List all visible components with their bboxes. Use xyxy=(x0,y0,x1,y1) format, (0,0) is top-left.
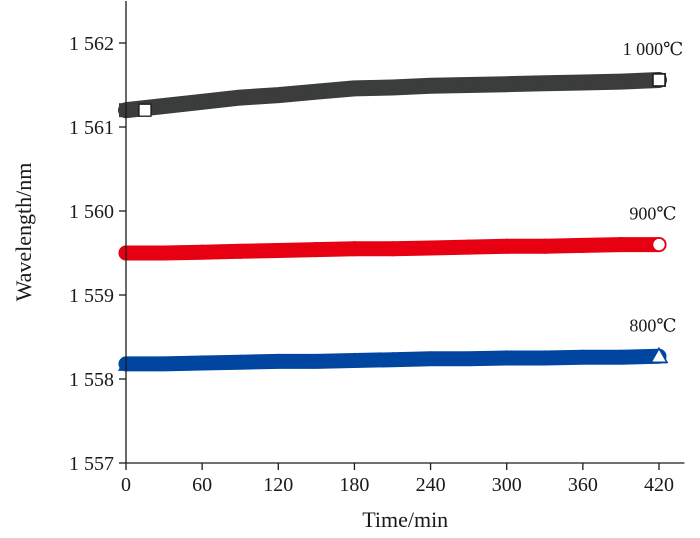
data-point xyxy=(575,75,590,90)
data-point xyxy=(499,238,515,254)
data-point xyxy=(347,81,362,96)
data-point xyxy=(423,240,439,256)
x-tick-label: 360 xyxy=(568,474,598,496)
series-1 xyxy=(118,237,667,261)
data-point xyxy=(232,243,248,259)
data-point xyxy=(270,353,287,369)
data-point xyxy=(233,90,248,105)
data-point xyxy=(346,241,362,257)
data-point xyxy=(385,80,400,95)
plot-marks xyxy=(118,72,667,372)
data-point xyxy=(575,237,591,253)
start-marker-square xyxy=(138,103,152,117)
end-marker-circle xyxy=(651,237,667,252)
data-point xyxy=(194,355,211,371)
x-axis-title: Time/min xyxy=(362,507,448,532)
x-tick-label: 180 xyxy=(339,474,369,496)
y-axis-title: Wavelength/nm xyxy=(11,163,36,302)
y-tick-label: 1 560 xyxy=(69,201,114,223)
data-point xyxy=(309,84,324,99)
series-label-1: 900℃ xyxy=(629,204,676,224)
data-point xyxy=(271,88,286,103)
series-2 xyxy=(118,348,667,372)
data-point xyxy=(156,245,172,261)
data-point xyxy=(232,354,249,370)
data-point xyxy=(461,78,476,92)
y-tick-label: 1 559 xyxy=(69,285,114,307)
data-point xyxy=(270,242,286,258)
x-tick-label: 300 xyxy=(492,474,522,496)
axes xyxy=(125,1,685,464)
data-point xyxy=(423,78,438,93)
x-tick-label: 60 xyxy=(192,474,212,496)
end-marker-triangle xyxy=(649,346,669,364)
y-tick-label: 1 557 xyxy=(69,453,114,475)
data-point xyxy=(385,241,400,257)
series-label-2: 800℃ xyxy=(629,315,676,335)
series-0 xyxy=(118,72,667,119)
x-tick-label: 0 xyxy=(121,474,131,496)
data-point xyxy=(156,355,173,371)
data-point xyxy=(498,350,515,365)
data-point xyxy=(612,349,629,365)
data-point xyxy=(499,77,514,92)
data-point xyxy=(346,352,363,368)
series-label-0: 1 000℃ xyxy=(623,39,684,59)
y-tick-label: 1 558 xyxy=(69,369,114,391)
data-point xyxy=(194,244,210,260)
y-tick-label: 1 561 xyxy=(69,117,114,139)
ticks xyxy=(119,42,660,470)
data-point xyxy=(537,76,552,91)
data-point xyxy=(460,350,477,366)
data-point xyxy=(422,350,439,366)
data-point xyxy=(613,237,629,253)
x-tick-label: 420 xyxy=(644,474,674,496)
data-point xyxy=(308,242,324,258)
data-point xyxy=(574,349,591,365)
end-marker-square xyxy=(652,73,666,87)
tick-labels: 0 60 120 180 240 300 360 420 1 557 1 558 1 559 1 56… xyxy=(69,33,674,496)
data-point xyxy=(308,353,325,369)
x-tick-label: 240 xyxy=(416,474,446,496)
data-point xyxy=(157,99,172,113)
end-markers xyxy=(138,73,669,364)
data-point xyxy=(384,351,401,367)
data-point xyxy=(195,94,210,109)
data-point xyxy=(613,74,628,89)
data-point xyxy=(536,350,553,365)
y-tick-label: 1 562 xyxy=(69,33,114,55)
series-labels: 1 000℃ 900℃ 800℃ xyxy=(623,39,684,335)
data-point xyxy=(537,238,553,254)
x-tick-label: 120 xyxy=(263,474,293,496)
data-point xyxy=(461,239,477,255)
